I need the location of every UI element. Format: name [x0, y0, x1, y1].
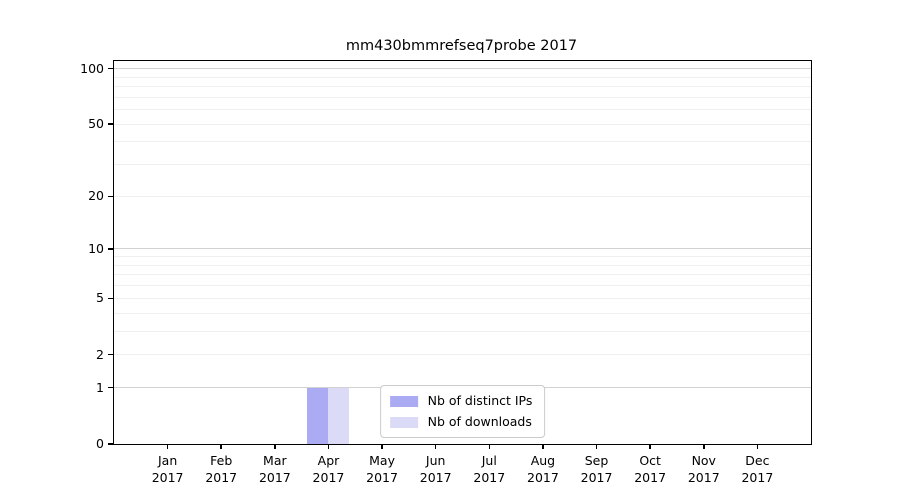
x-tick-label: Jun 2017	[404, 452, 468, 486]
minor-gridline	[114, 264, 811, 266]
minor-gridline	[114, 164, 811, 166]
x-tick	[542, 444, 544, 449]
x-tick-label: Nov 2017	[672, 452, 736, 486]
x-tick-label: Oct 2017	[618, 452, 682, 486]
x-tick	[756, 444, 759, 449]
y-tick	[108, 195, 114, 198]
x-tick-month: Jun	[425, 453, 446, 468]
y-tick	[108, 443, 114, 445]
bar-nb-of-distinct-ips	[307, 387, 329, 444]
x-tick-year: 2017	[312, 470, 345, 485]
x-tick	[166, 444, 169, 449]
legend-swatch-downloads	[389, 416, 418, 428]
x-tick-month: Dec	[745, 453, 770, 468]
x-tick-label: Jul 2017	[457, 452, 521, 486]
x-tick-label: Sep 2017	[565, 452, 629, 486]
x-tick	[488, 444, 491, 449]
minor-gridline	[114, 354, 811, 356]
x-tick-year: 2017	[527, 470, 559, 485]
chart-title: mm430bmmrefseq7probe 2017	[345, 38, 578, 54]
x-tick-month: Sep	[584, 453, 609, 468]
y-tick	[108, 248, 114, 250]
y-tick	[108, 353, 114, 356]
x-tick-month: Apr	[317, 453, 340, 468]
minor-gridline	[114, 297, 811, 299]
x-tick-month: Jul	[481, 453, 497, 468]
x-tick	[381, 444, 383, 449]
y-tick	[108, 386, 114, 389]
legend-label-downloads: Nb of downloads	[427, 414, 532, 429]
minor-gridline	[114, 312, 811, 314]
y-tick	[108, 297, 114, 300]
x-tick-year: 2017	[580, 470, 613, 485]
y-tick-label: 5	[96, 290, 104, 306]
minor-gridline	[114, 195, 811, 197]
x-tick-label: Apr 2017	[296, 452, 360, 486]
x-tick-year: 2017	[634, 470, 667, 485]
major-gridline	[114, 248, 811, 250]
x-tick-month: Mar	[263, 453, 287, 468]
x-tick	[327, 444, 330, 449]
x-tick-year: 2017	[687, 470, 720, 485]
x-tick-year: 2017	[741, 470, 774, 485]
x-tick-label: Jan 2017	[136, 452, 200, 486]
plot-area: 0 1 2 5 10 20 50 100 Jan 2017 Feb 2017 Mar 2017 Apr 20…	[80, 60, 812, 485]
legend: Nb of distinct IPs Nb of downloads	[379, 385, 546, 438]
y-tick-label: 10	[88, 240, 104, 256]
x-tick-year: 2017	[258, 470, 291, 485]
y-tick-label: 0	[96, 436, 104, 451]
x-tick-month: Feb	[210, 453, 233, 468]
x-tick-year: 2017	[205, 470, 238, 485]
minor-gridline	[114, 76, 811, 78]
x-tick-year: 2017	[419, 470, 452, 485]
major-gridline	[114, 68, 811, 70]
x-tick-label: Aug 2017	[511, 452, 575, 486]
x-tick-year: 2017	[151, 470, 184, 485]
x-tick	[220, 444, 222, 449]
x-tick	[703, 444, 705, 449]
x-tick-label: Feb 2017	[189, 452, 253, 486]
y-tick-label: 2	[96, 346, 104, 362]
minor-gridline	[114, 274, 811, 276]
minor-gridline	[114, 86, 811, 88]
x-tick	[649, 444, 651, 449]
y-tick-label: 1	[96, 379, 104, 395]
minor-gridline	[114, 330, 811, 332]
y-tick	[108, 123, 114, 125]
legend-label-distinct-ips: Nb of distinct IPs	[427, 393, 533, 408]
y-tick-label: 100	[80, 60, 104, 76]
legend-swatch-distinct-ips	[389, 395, 418, 407]
legend-entry-distinct-ips: Nb of distinct IPs	[389, 393, 533, 408]
minor-gridline	[114, 256, 811, 258]
y-tick	[108, 67, 114, 70]
minor-gridline	[114, 141, 811, 143]
y-tick-label: 50	[88, 116, 104, 132]
x-tick-month: Jan	[157, 453, 178, 468]
y-tick-label: 20	[88, 188, 104, 204]
x-tick-label: Dec 2017	[725, 452, 789, 486]
x-tick	[274, 444, 276, 449]
x-tick-year: 2017	[366, 470, 398, 485]
x-tick-month: Oct	[639, 453, 661, 468]
bar-nb-of-downloads	[328, 387, 350, 444]
x-tick	[434, 444, 437, 449]
minor-gridline	[114, 123, 811, 125]
x-tick-month: May	[369, 453, 395, 468]
minor-gridline	[114, 96, 811, 98]
x-tick-month: Aug	[530, 453, 556, 468]
x-tick	[595, 444, 598, 449]
x-tick-month: Nov	[691, 453, 716, 468]
x-tick-label: Mar 2017	[243, 452, 307, 486]
minor-gridline	[114, 285, 811, 287]
legend-entry-downloads: Nb of downloads	[389, 414, 533, 429]
x-tick-year: 2017	[473, 470, 506, 485]
minor-gridline	[114, 109, 811, 111]
x-tick-label: May 2017	[350, 452, 414, 486]
